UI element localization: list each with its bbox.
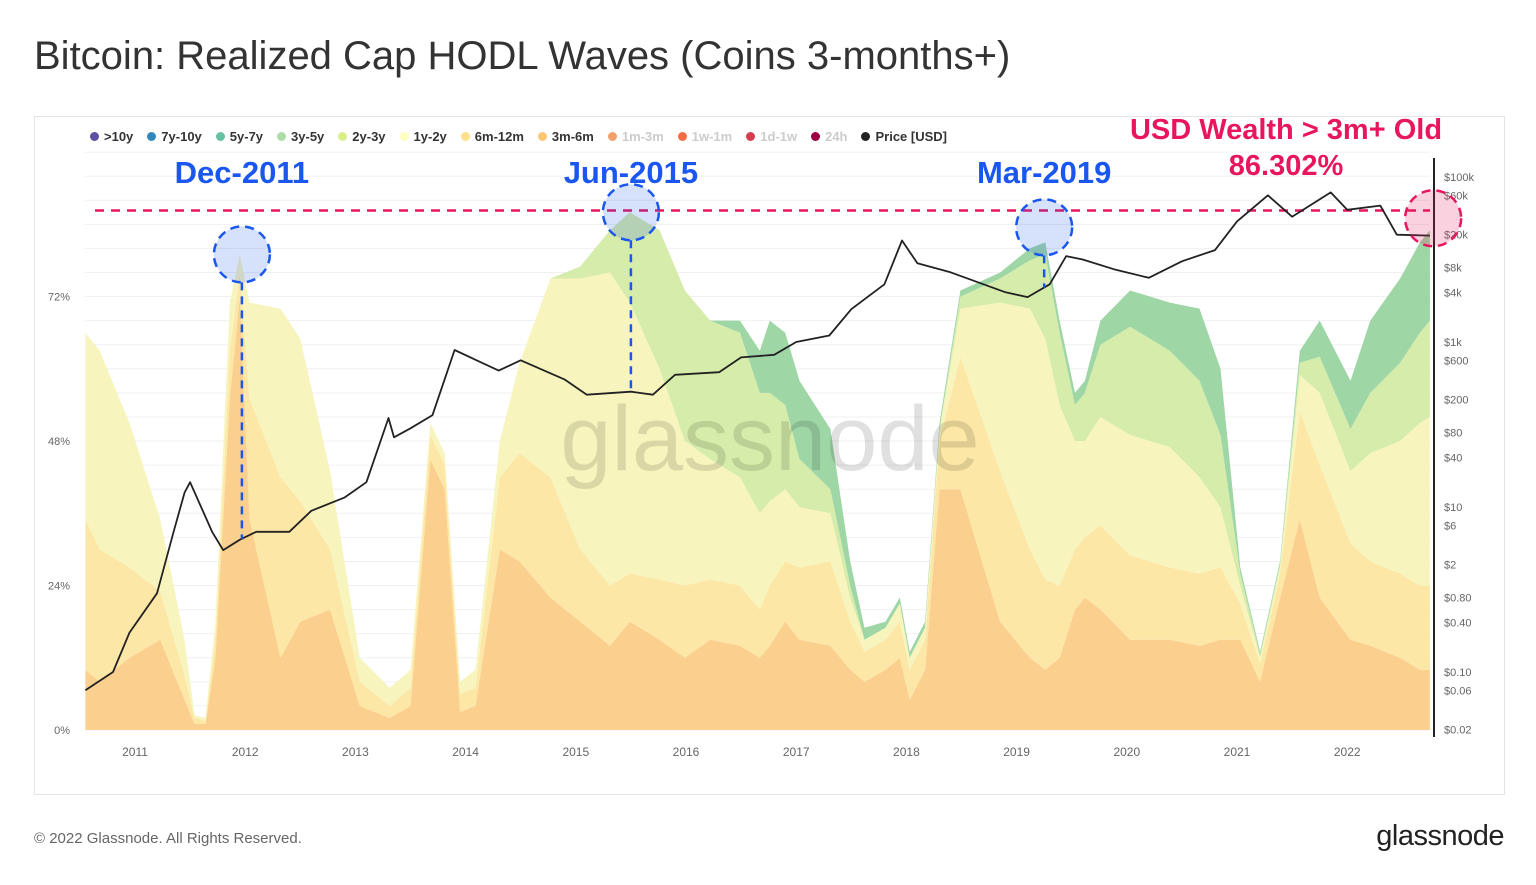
y2-tick-label: $6 xyxy=(1444,520,1456,532)
legend-dot-icon xyxy=(215,132,225,141)
legend-item[interactable]: 24h xyxy=(811,129,847,144)
y2-tick-label: $100k xyxy=(1444,172,1474,184)
area-3m-6m xyxy=(85,296,1430,730)
annotation-label: Dec-2011 xyxy=(175,155,309,190)
legend-dot-icon xyxy=(90,132,99,141)
legend-dot-icon xyxy=(399,132,409,141)
y2-tick-label: $60k xyxy=(1444,190,1468,202)
legend-item[interactable]: 5y-7y xyxy=(215,129,264,144)
y2-tick-label: $1k xyxy=(1444,337,1462,349)
watermark: glassnode xyxy=(560,388,979,490)
legend-dot-icon xyxy=(277,132,287,141)
legend-label: 7y-10y xyxy=(161,129,202,144)
annotation-value: 86.302% xyxy=(1229,150,1344,182)
legend-item[interactable]: 1m-3m xyxy=(607,129,664,144)
chart-frame xyxy=(34,116,1505,795)
legend-label: 1w-1m xyxy=(691,129,733,144)
legend-dot-icon xyxy=(147,132,157,141)
y-tick-label: 0% xyxy=(54,725,70,737)
legend-label: 5y-7y xyxy=(229,129,264,144)
legend-dot-icon xyxy=(607,132,617,141)
legend-item[interactable]: 7y-10y xyxy=(147,129,202,144)
x-tick-label: 2016 xyxy=(673,745,700,759)
x-tick-label: 2019 xyxy=(1003,745,1030,759)
highlight-circle xyxy=(1014,198,1074,257)
legend-label: 2y-3y xyxy=(352,129,386,144)
area-6m-12m xyxy=(85,272,1430,724)
y2-tick-label: $0.80 xyxy=(1444,592,1472,604)
legend-item[interactable]: 3y-5y xyxy=(277,129,324,144)
legend-label: 6m-12m xyxy=(474,129,524,144)
legend-item[interactable]: >10y xyxy=(90,129,133,144)
legend-dot-icon xyxy=(861,132,871,141)
legend-dot-icon xyxy=(746,132,756,141)
y2-tick-label: $200 xyxy=(1444,395,1468,407)
annotation-label: USD Wealth > 3m+ Old xyxy=(1130,114,1442,146)
annotation-label: Jun-2015 xyxy=(564,155,698,190)
highlight-circle xyxy=(212,225,272,284)
brand-logo: glassnode xyxy=(1376,820,1504,852)
area-1y-2y xyxy=(85,254,1430,721)
y2-tick-label: $8k xyxy=(1444,262,1462,274)
y-tick-label: 24% xyxy=(48,581,70,593)
y2-tick-label: $600 xyxy=(1444,355,1468,367)
y2-tick-label: $2 xyxy=(1444,560,1456,572)
legend-label: 1y-2y xyxy=(413,129,447,144)
y-tick-label: 48% xyxy=(48,436,70,448)
legend-dot-icon xyxy=(677,132,687,141)
copyright: © 2022 Glassnode. All Rights Reserved. xyxy=(34,830,302,847)
legend-label: 3m-6m xyxy=(551,129,594,144)
price-line xyxy=(84,191,1430,692)
x-tick-label: 2014 xyxy=(452,745,479,759)
legend-item[interactable]: 1y-2y xyxy=(399,129,447,144)
x-tick-label: 2013 xyxy=(342,745,369,759)
legend-item[interactable]: 1d-1w xyxy=(746,129,797,144)
x-tick-label: 2022 xyxy=(1334,745,1361,759)
y2-tick-label: $0.10 xyxy=(1444,667,1472,679)
legend-label: 1m-3m xyxy=(621,129,664,144)
chart-title: Bitcoin: Realized Cap HODL Waves (Coins … xyxy=(34,34,1011,78)
legend-label: Price [USD] xyxy=(875,129,948,144)
y2-tick-label: $0.40 xyxy=(1444,617,1472,629)
legend-dot-icon xyxy=(537,132,547,141)
legend-item[interactable]: Price [USD] xyxy=(861,129,947,144)
y2-tick-label: $80 xyxy=(1444,427,1462,439)
legend: >10y 7y-10y 5y-7y 3y-5y 2y-3y 1y-2y 6m-12m 3m-6… xyxy=(90,129,947,144)
x-tick-label: 2020 xyxy=(1113,745,1140,759)
legend-dot-icon xyxy=(811,132,821,141)
legend-item[interactable]: 6m-12m xyxy=(460,129,524,144)
legend-label: 3y-5y xyxy=(291,129,325,144)
y2-tick-label: $40 xyxy=(1444,452,1462,464)
y-tick-label: 72% xyxy=(48,292,70,304)
area-2y-3y xyxy=(85,212,1430,719)
legend-item[interactable]: 1w-1m xyxy=(677,129,733,144)
legend-item[interactable]: 3m-6m xyxy=(537,129,594,144)
x-tick-label: 2015 xyxy=(562,745,589,759)
highlight-circle xyxy=(1403,189,1463,248)
x-tick-label: 2021 xyxy=(1224,745,1251,759)
x-tick-label: 2012 xyxy=(232,745,259,759)
legend-label: 1d-1w xyxy=(760,129,798,144)
y2-tick-label: $4k xyxy=(1444,287,1462,299)
y2-tick-label: $0.02 xyxy=(1444,725,1472,737)
legend-label: 24h xyxy=(825,129,848,144)
x-tick-label: 2011 xyxy=(122,745,148,759)
x-tick-label: 2018 xyxy=(893,745,920,759)
legend-dot-icon xyxy=(460,132,470,141)
legend-item[interactable]: 2y-3y xyxy=(338,129,386,144)
x-tick-label: 2017 xyxy=(783,745,810,759)
y2-tick-label: $10 xyxy=(1444,502,1462,514)
annotation-label: Mar-2019 xyxy=(977,155,1111,190)
y2-tick-label: $0.06 xyxy=(1444,685,1472,697)
highlight-circle xyxy=(601,183,661,242)
legend-dot-icon xyxy=(338,132,348,141)
legend-label: >10y xyxy=(104,129,134,144)
